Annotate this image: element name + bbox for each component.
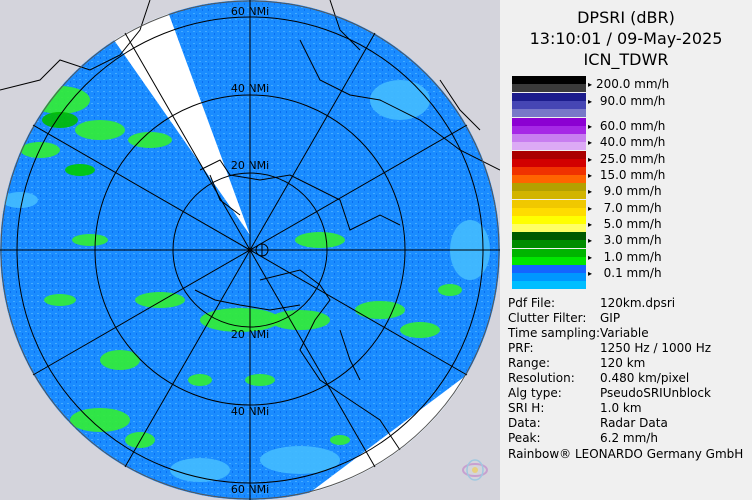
rain-cell	[42, 112, 78, 128]
rain-cell	[270, 310, 330, 330]
info-value: 120 km	[600, 356, 646, 370]
ring-label-north-20: 20 NMi	[231, 159, 269, 172]
info-key: Alg type:	[508, 386, 562, 400]
rain-cell	[188, 374, 212, 386]
rain-cell	[295, 232, 345, 248]
info-value: Variable	[600, 326, 649, 340]
rain-cell	[2, 192, 38, 208]
info-value: 120km.dpsri	[600, 296, 676, 310]
legend-swatch	[512, 76, 586, 92]
info-value: PseudoSRIUnblock	[600, 386, 711, 400]
rain-cell	[260, 446, 340, 474]
rainbow-logo	[458, 456, 492, 490]
rain-cell	[65, 164, 95, 176]
info-panel: DPSRI (dBR) 13:10:01 / 09-May-2025 ICN_T…	[462, 0, 752, 500]
ring-label-south-40: 40 NMi	[231, 405, 269, 418]
legend-swatch	[512, 249, 586, 265]
legend-pointer: ▸	[588, 171, 593, 180]
info-key: SRI H:	[508, 401, 545, 415]
legend-label: 200.0 mm/h	[596, 77, 670, 91]
site-name: ICN_TDWR	[583, 50, 669, 69]
legend-label: 7.0 mm/h	[596, 201, 662, 215]
legend-label: 9.0 mm/h	[596, 184, 662, 198]
info-value: Radar Data	[600, 416, 668, 430]
legend-swatch	[512, 200, 586, 216]
rain-cell	[245, 374, 275, 386]
ring-label-north-60: 60 NMi	[231, 5, 269, 18]
rain-cell	[400, 322, 440, 338]
product-title: DPSRI (dBR)	[577, 8, 675, 27]
rain-cell	[72, 234, 108, 246]
info-key: PRF:	[508, 341, 534, 355]
vendor-footer: Rainbow® LEONARDO Germany GmbH	[508, 447, 744, 461]
rain-cell	[170, 458, 230, 482]
info-key: Data:	[508, 416, 541, 430]
info-value: 6.2 mm/h	[600, 431, 658, 445]
legend-swatch	[512, 232, 586, 248]
radar-site-marker	[255, 243, 269, 257]
legend-label: 5.0 mm/h	[596, 217, 662, 231]
legend-pointer: ▸	[588, 236, 593, 245]
legend-swatch	[512, 167, 586, 183]
info-key: Clutter Filter:	[508, 311, 587, 325]
info-key: Range:	[508, 356, 551, 370]
rain-cell	[370, 80, 430, 120]
legend-pointer: ▸	[588, 155, 593, 164]
rain-cell	[355, 301, 405, 319]
info-value: GIP	[600, 311, 621, 325]
radar-display: 20 NMi 40 NMi 60 NMi 20 NMi 40 NMi 60 NM…	[0, 0, 500, 500]
legend-label: 90.0 mm/h	[596, 94, 666, 108]
legend-pointer: ▸	[588, 80, 593, 89]
legend-swatch	[512, 134, 586, 150]
info-value: 1.0 km	[600, 401, 642, 415]
rain-cell	[44, 294, 76, 306]
rain-cell	[330, 435, 350, 445]
legend-pointer: ▸	[588, 269, 593, 278]
legend-pointer: ▸	[588, 220, 593, 229]
azimuth-spokes	[0, 0, 500, 500]
legend-label: 60.0 mm/h	[596, 119, 666, 133]
info-value: 1250 Hz / 1000 Hz	[600, 341, 712, 355]
legend-pointer: ▸	[588, 253, 593, 262]
legend-label: 40.0 mm/h	[596, 135, 666, 149]
ring-label-north-40: 40 NMi	[231, 82, 269, 95]
ring-label-south-20: 20 NMi	[231, 328, 269, 341]
legend-pointer: ▸	[588, 204, 593, 213]
legend-pointer: ▸	[588, 138, 593, 147]
legend-swatch	[512, 216, 586, 232]
rain-cell	[438, 284, 462, 296]
legend-pointer: ▸	[588, 97, 593, 106]
rain-cell	[100, 350, 140, 370]
coastlines	[0, 0, 500, 451]
legend-label: 3.0 mm/h	[596, 233, 662, 247]
beam-blockage-wedge-nw	[100, 0, 250, 235]
radar-map[interactable]: 20 NMi 40 NMi 60 NMi 20 NMi 40 NMi 60 NM…	[0, 0, 500, 500]
ring-label-south-60: 60 NMi	[231, 483, 269, 496]
legend-pointer: ▸	[588, 187, 593, 196]
range-labels: 20 NMi 40 NMi 60 NMi 20 NMi 40 NMi 60 NM…	[231, 5, 269, 496]
rain-cell	[135, 292, 185, 308]
legend-label: 1.0 mm/h	[596, 250, 662, 264]
rain-cell	[75, 120, 125, 140]
legend-swatch	[512, 265, 586, 289]
info-key: Peak:	[508, 431, 541, 445]
legend-label: 25.0 mm/h	[596, 152, 666, 166]
legend-swatch	[512, 151, 586, 167]
legend-swatch	[512, 183, 586, 199]
info-key: Pdf File:	[508, 296, 556, 310]
product-datetime: 13:10:01 / 09-May-2025	[529, 29, 723, 48]
info-key: Resolution:	[508, 371, 575, 385]
rain-cell	[128, 132, 172, 148]
info-key: Time sampling:	[508, 326, 601, 340]
info-value: 0.480 km/pixel	[600, 371, 690, 385]
legend-pointer: ▸	[588, 122, 593, 131]
legend-swatch	[512, 93, 586, 117]
legend-label: 0.1 mm/h	[596, 266, 662, 280]
legend-swatch	[512, 118, 586, 134]
legend-label: 15.0 mm/h	[596, 168, 666, 182]
